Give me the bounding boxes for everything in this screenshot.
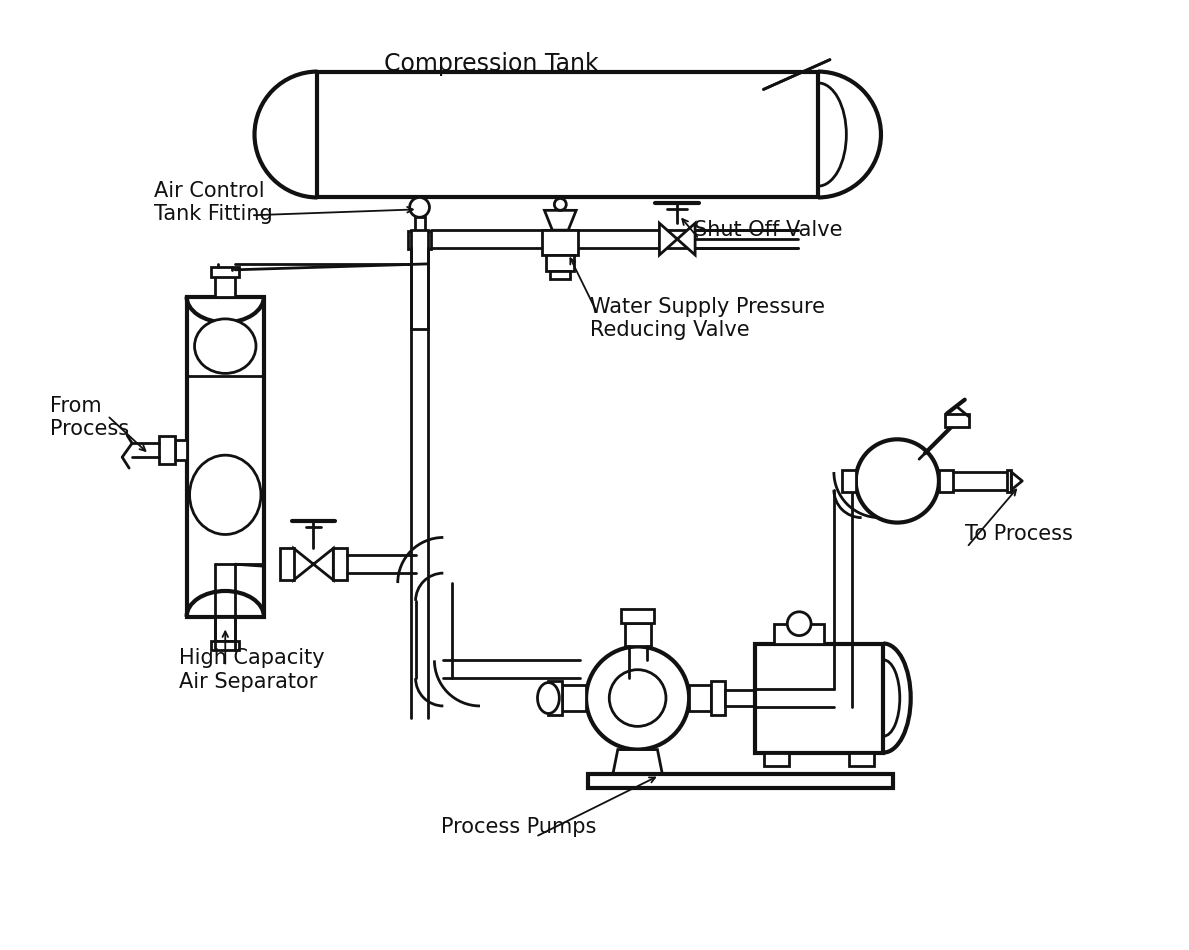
Bar <box>1007 470 1012 492</box>
Bar <box>215 275 235 296</box>
Bar <box>624 622 650 647</box>
Circle shape <box>787 612 811 636</box>
Bar <box>415 218 424 231</box>
Bar <box>212 267 239 276</box>
Bar <box>842 470 856 492</box>
Circle shape <box>586 647 690 750</box>
Text: Air Control
Tank Fitting: Air Control Tank Fitting <box>153 180 272 224</box>
Circle shape <box>609 670 666 727</box>
Bar <box>333 548 347 580</box>
Bar <box>551 271 571 278</box>
Bar <box>725 690 755 706</box>
Bar <box>159 436 175 465</box>
Ellipse shape <box>195 319 256 373</box>
Text: To Process: To Process <box>964 524 1072 544</box>
Bar <box>411 249 428 259</box>
Text: Shut Off Valve: Shut Off Valve <box>694 220 843 240</box>
Bar <box>711 681 725 715</box>
Polygon shape <box>545 210 577 230</box>
Circle shape <box>554 199 566 210</box>
Bar <box>562 685 586 711</box>
Text: Water Supply Pressure
Reducing Valve: Water Supply Pressure Reducing Valve <box>590 296 825 340</box>
Bar <box>690 685 711 711</box>
Bar <box>589 774 893 788</box>
Bar <box>755 643 883 752</box>
Bar <box>774 624 824 643</box>
Ellipse shape <box>189 455 260 535</box>
Polygon shape <box>660 223 696 255</box>
Bar <box>621 609 654 622</box>
Bar <box>547 255 574 271</box>
Bar <box>765 752 789 767</box>
Circle shape <box>410 198 429 218</box>
Bar <box>939 470 952 492</box>
Bar <box>542 230 578 255</box>
Bar <box>212 640 239 651</box>
Bar <box>317 71 818 198</box>
Bar <box>175 440 187 460</box>
Text: High Capacity
Air Separator: High Capacity Air Separator <box>178 649 325 692</box>
Bar <box>945 413 969 428</box>
Text: Compression Tank: Compression Tank <box>384 51 598 76</box>
Polygon shape <box>612 750 662 774</box>
Circle shape <box>856 439 939 522</box>
Bar <box>410 230 428 330</box>
Bar <box>187 296 264 617</box>
Polygon shape <box>294 548 333 580</box>
Text: From
Process: From Process <box>50 396 128 439</box>
Bar <box>849 752 874 767</box>
Bar <box>408 231 432 249</box>
Text: Process Pumps: Process Pumps <box>441 817 597 837</box>
Bar <box>279 548 294 580</box>
Ellipse shape <box>537 682 559 713</box>
Bar <box>548 681 562 715</box>
Bar <box>215 617 235 640</box>
